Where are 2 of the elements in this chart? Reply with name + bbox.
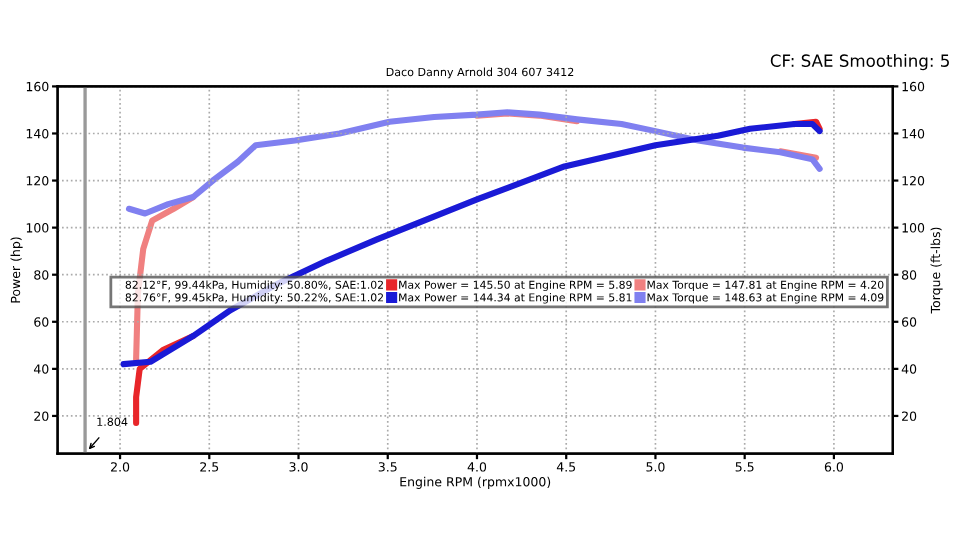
line-series bbox=[125, 109, 823, 217]
text: CF: SAE Smoothing: 5 bbox=[770, 54, 949, 71]
